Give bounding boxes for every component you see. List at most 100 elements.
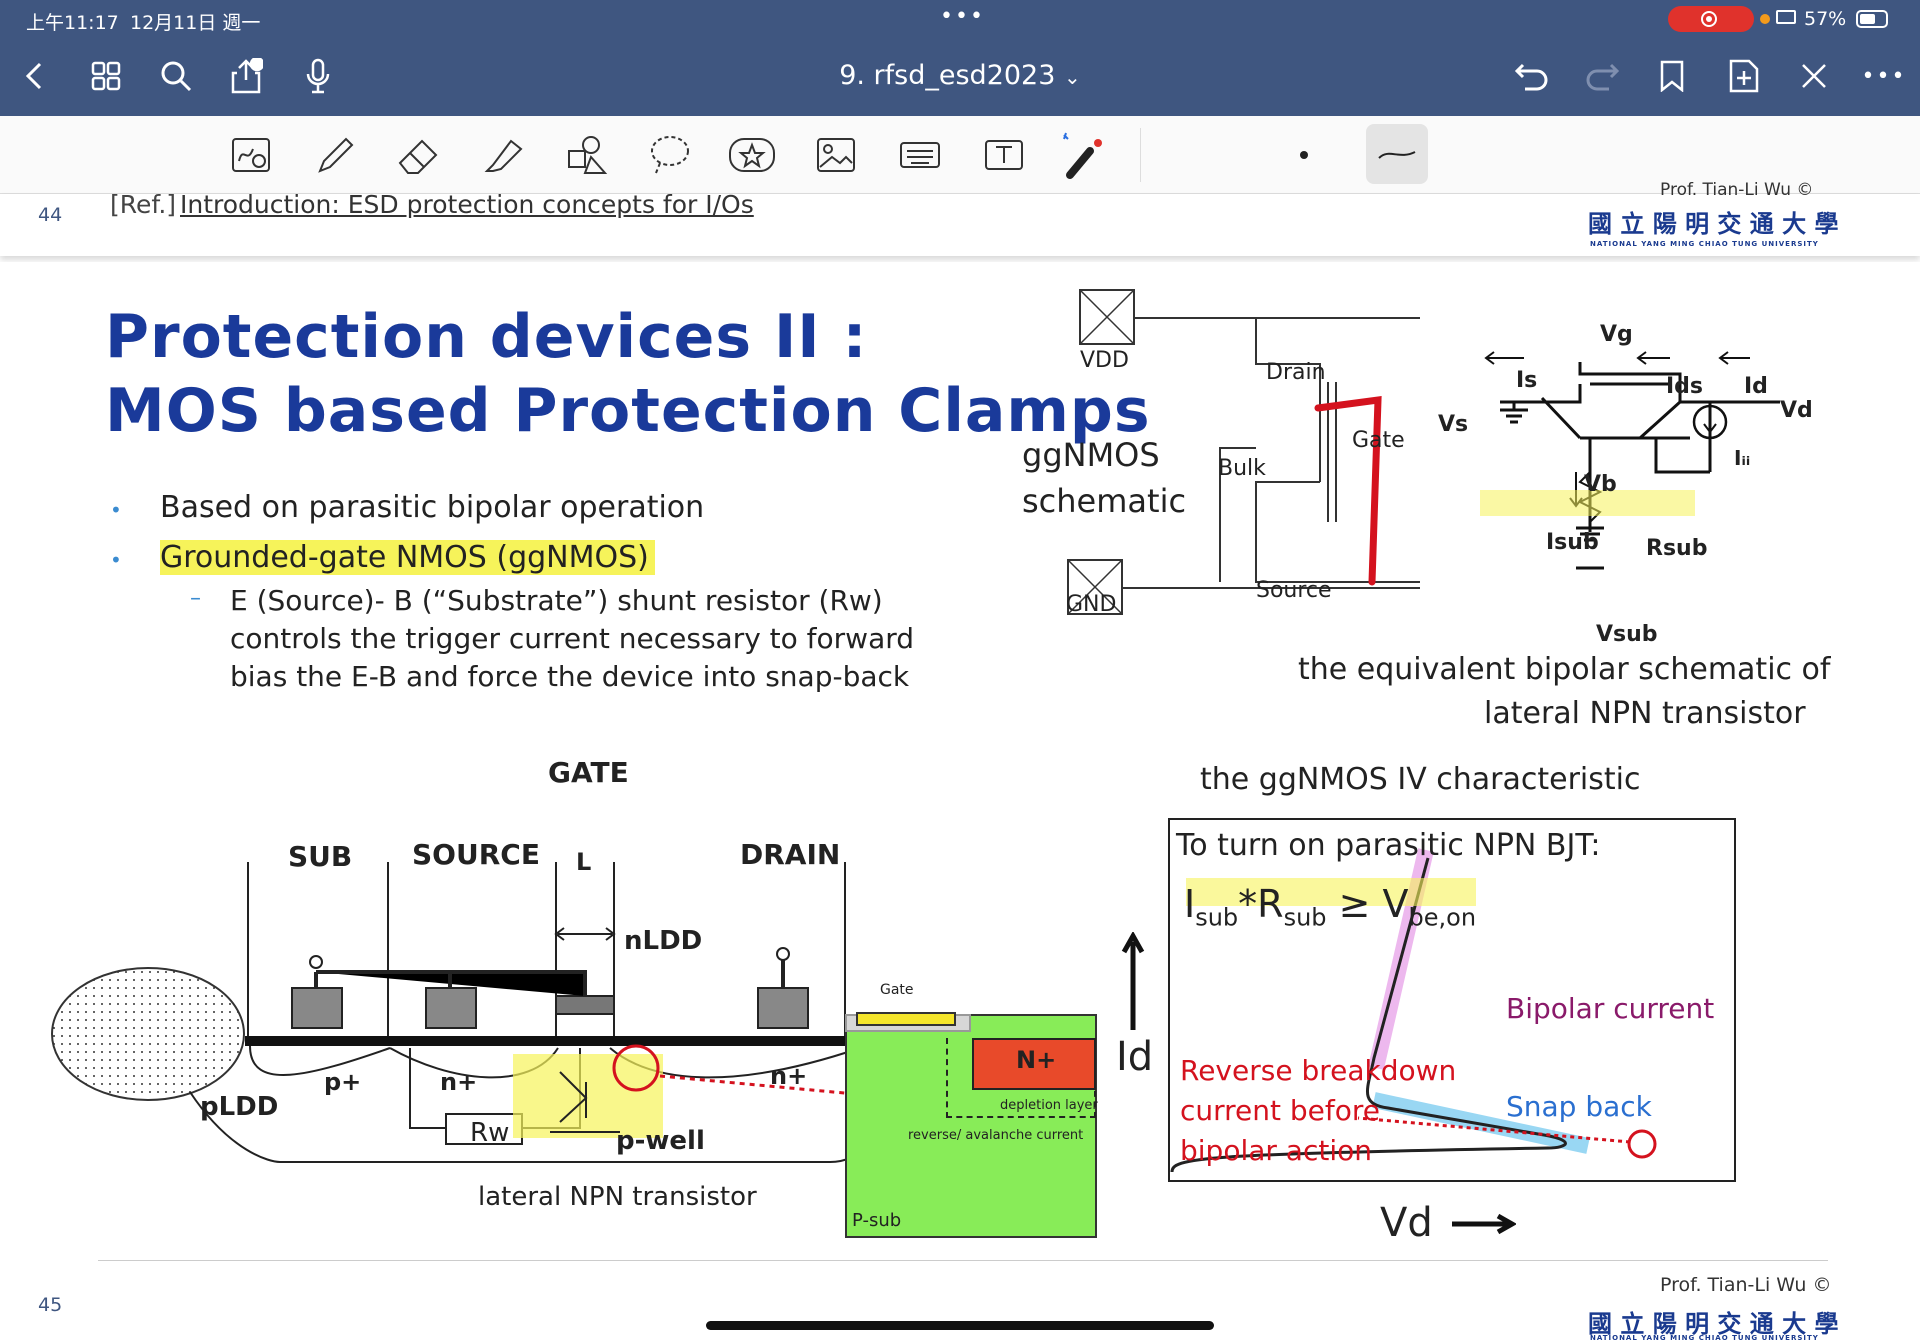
- shapes-icon[interactable]: [562, 130, 614, 180]
- inset-gate: [856, 1012, 956, 1026]
- bjt-equivalent-schematic: [1480, 351, 1780, 570]
- vsub-label: Vsub: [1596, 622, 1658, 647]
- university-logo: 國 立 陽 明 交 通 大 學: [1588, 210, 1839, 238]
- screen-mirror-icon: [1776, 10, 1796, 24]
- vd-arrow-icon: [1452, 1213, 1516, 1235]
- inset-nplus-label: N+: [1016, 1046, 1057, 1074]
- inset-depletion: [946, 1038, 1096, 1118]
- vg-label: Vg: [1600, 322, 1633, 347]
- ggnmos-schematic: [1067, 289, 1420, 615]
- lasso-zoom-icon[interactable]: [226, 130, 278, 180]
- laser-pointer-icon[interactable]: [1058, 130, 1110, 180]
- redo-icon[interactable]: [1582, 56, 1622, 96]
- sub-xs-label: SUB: [288, 840, 353, 873]
- turn-on-condition: Isub*Rsub ≥ Vbe,on: [1184, 882, 1477, 932]
- add-page-icon[interactable]: [1724, 56, 1764, 96]
- status-bar: 上午11:17 12月11日 週一 ••• 57%: [0, 0, 1920, 38]
- multitask-dots-icon[interactable]: •••: [940, 4, 985, 29]
- document-title[interactable]: 9. rfsd_esd2023 ⌄: [839, 60, 1081, 91]
- bullet-parasitic: Based on parasitic bipolar operation: [160, 490, 705, 525]
- author-cut: Prof. Tian-Li Wu ©: [1660, 180, 1814, 200]
- vs-label: Vs: [1438, 412, 1469, 437]
- sub-bullet-line3: bias the E-B and force the device into s…: [230, 660, 910, 693]
- slide-title-line1: Protection devices II :: [105, 302, 868, 372]
- psub-label: P-sub: [852, 1210, 902, 1231]
- nmos-cross-section: [51, 862, 910, 1163]
- vdd-label: VDD: [1080, 348, 1129, 373]
- share-icon[interactable]: [226, 56, 266, 96]
- ids-label: Ids: [1666, 374, 1704, 399]
- bjt-caption-line2: lateral NPN transistor: [1484, 696, 1806, 731]
- bullet-dot: •: [110, 498, 122, 522]
- status-date: 12月11日 週一: [130, 12, 261, 34]
- university-logo: 國 立 陽 明 交 通 大 學: [1588, 1310, 1839, 1338]
- drain-label: Drain: [1266, 360, 1326, 385]
- bookmark-icon[interactable]: [1652, 56, 1692, 96]
- page-44-footer: 44 [Ref.] Introduction: ESD protection c…: [0, 180, 1920, 256]
- page-number: 44: [38, 204, 63, 226]
- undo-icon[interactable]: [1512, 56, 1552, 96]
- eraser-icon[interactable]: [394, 130, 446, 180]
- iii-label: Iᵢᵢ: [1734, 446, 1751, 470]
- reverse-current-label: reverse/ avalanche current: [908, 1128, 1084, 1143]
- lasso-icon[interactable]: [644, 130, 696, 180]
- grid-icon[interactable]: [86, 56, 126, 96]
- sticker-icon[interactable]: [726, 130, 778, 180]
- home-indicator[interactable]: [706, 1321, 1214, 1330]
- ref-prefix: [Ref.]: [110, 190, 177, 219]
- close-tools-icon[interactable]: [1794, 56, 1834, 96]
- gnd-label: GND: [1066, 592, 1117, 617]
- stroke-dot-icon[interactable]: [1278, 130, 1330, 180]
- text-box-icon[interactable]: [978, 130, 1030, 180]
- battery-icon: [1856, 10, 1888, 28]
- author-credit: Prof. Tian-Li Wu ©: [1660, 1274, 1832, 1296]
- pldd-label: pLDD: [200, 1092, 279, 1122]
- pwell-label: p-well: [616, 1126, 705, 1156]
- keyboard-icon[interactable]: [894, 130, 946, 180]
- mic-dot-icon: [1760, 14, 1770, 24]
- nldd-label: nLDD: [624, 926, 703, 956]
- reverse-breakdown-line3: bipolar action: [1180, 1134, 1372, 1167]
- stroke-style-icon[interactable]: [1366, 124, 1428, 184]
- id-axis-label: Id: [1116, 1034, 1154, 1080]
- battery-percent: 57%: [1804, 8, 1847, 30]
- reverse-breakdown-line1: Reverse breakdown: [1180, 1054, 1457, 1087]
- depletion-label: depletion layer: [1000, 1098, 1098, 1113]
- inset-gate-label: Gate: [880, 982, 914, 998]
- page-number: 45: [38, 1294, 63, 1316]
- ref-link[interactable]: Introduction: ESD protection concepts fo…: [180, 190, 754, 219]
- sub-bullet-line1: E (Source)- B (“Substrate”) shunt resist…: [230, 584, 883, 617]
- is-label: Is: [1516, 368, 1538, 393]
- highlighter-icon[interactable]: [478, 130, 530, 180]
- iv-heading: the ggNMOS IV characteristic: [1200, 762, 1641, 797]
- bulk-label: Bulk: [1218, 456, 1266, 481]
- back-icon[interactable]: [14, 56, 54, 96]
- sub-bullet-line2: controls the trigger current necessary t…: [230, 622, 915, 655]
- bullet-ggnmos: Grounded-gate NMOS (ggNMOS): [160, 540, 655, 575]
- id-label: Id: [1744, 374, 1768, 399]
- page-45: Protection devices II : MOS based Protec…: [0, 262, 1920, 1342]
- more-icon[interactable]: •••: [1861, 63, 1907, 89]
- lateral-npn-caption: lateral NPN transistor: [478, 1182, 757, 1212]
- ggnmos-label: ggNMOS: [1022, 436, 1160, 474]
- n-plus-drain-label: n+: [770, 1062, 808, 1090]
- footer-divider: [98, 1260, 1828, 1261]
- image-icon[interactable]: [810, 130, 862, 180]
- isub-label: Isub: [1546, 530, 1599, 555]
- vd-label: Vd: [1780, 398, 1813, 423]
- record-indicator[interactable]: [1668, 6, 1754, 32]
- university-name-en: NATIONAL YANG MING CHIAO TUNG UNIVERSITY: [1590, 1334, 1819, 1342]
- microphone-icon[interactable]: [298, 56, 338, 96]
- status-time: 上午11:17: [26, 12, 119, 34]
- bullet-dot: •: [110, 548, 122, 572]
- pen-icon[interactable]: [310, 130, 362, 180]
- iv-curve: [1170, 848, 1657, 1173]
- gate-xs-label: GATE: [548, 756, 629, 789]
- schematic-label: schematic: [1022, 482, 1187, 520]
- p-plus-label: p+: [324, 1068, 362, 1096]
- l-label: L: [576, 848, 592, 876]
- vb-label: Vb: [1584, 472, 1617, 497]
- search-icon[interactable]: [156, 56, 196, 96]
- vd-axis-label: Vd: [1380, 1200, 1433, 1246]
- gate-label: Gate: [1352, 428, 1405, 453]
